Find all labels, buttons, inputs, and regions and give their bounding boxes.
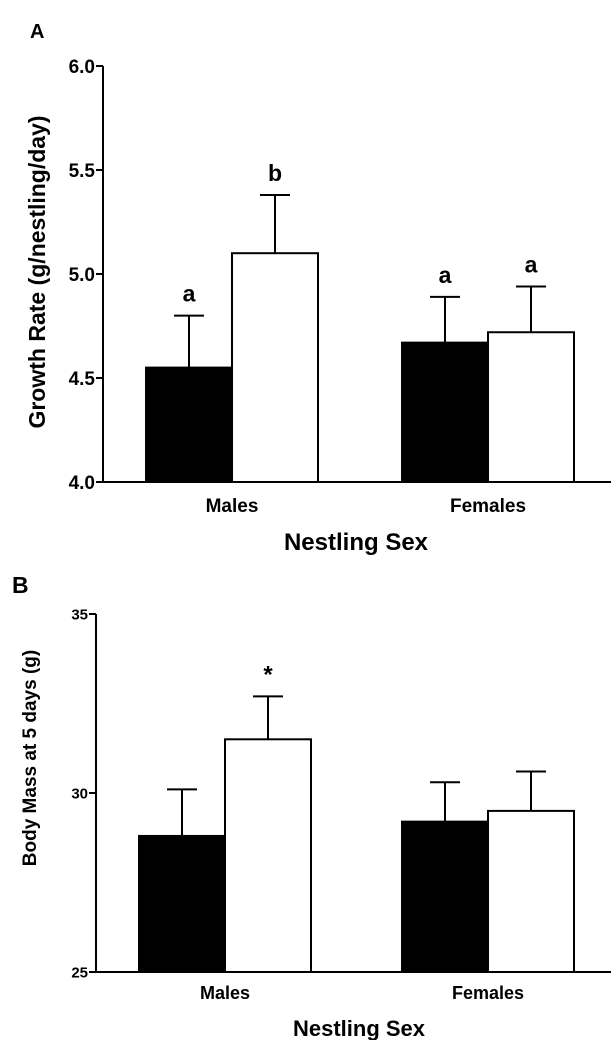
panel-b-y-tick-label-1: 30 — [71, 785, 88, 802]
panel-b-bar-2-females — [487, 809, 575, 974]
panel-a-y-tick-label-0: 4.0 — [69, 473, 95, 494]
panel-a-label: A — [30, 21, 44, 43]
panel-a-y-tick-label-3: 5.5 — [69, 161, 96, 182]
panel-a-y-tick-label-4: 6.0 — [69, 57, 95, 78]
panel-a-plot: a b Males a a Females 4.0 4.5 5.0 5.5 6.0 — [69, 57, 611, 517]
panel-a-annotation-1-females: a — [439, 262, 452, 288]
panel-a-category-label-females: Females — [450, 496, 526, 517]
panel-a-x-axis-label: Nestling Sex — [284, 529, 429, 556]
panel-a-y-tick-label-1: 4.5 — [69, 369, 96, 390]
panel-a-bar-2-females — [487, 331, 575, 483]
panel-b-bar-2-males — [224, 738, 312, 973]
panel-b-bar-1-males — [138, 834, 226, 974]
panel-a-y-axis-label: Growth Rate (g/nestling/day) — [24, 115, 50, 428]
panel-b-annotation-2-males: * — [263, 661, 273, 688]
panel-b-y-axis-label: Body Mass at 5 days (g) — [20, 650, 41, 866]
panel-a-bar-1-females — [401, 341, 489, 484]
panel-a-y-tick-label-2: 5.0 — [69, 265, 95, 286]
panel-b-category-label-males: Males — [200, 983, 250, 1003]
panel-a-bar-2-males — [231, 252, 319, 483]
panel-b-bar-1-females — [401, 820, 489, 974]
panel-b-x-axis-label: Nestling Sex — [293, 1016, 426, 1040]
panel-b-category-label-females: Females — [452, 983, 524, 1003]
panel-a-annotation-2-males: b — [268, 160, 282, 186]
panel-b: B Body Mass at 5 days (g) * Males Females 2… — [12, 572, 611, 1040]
panel-a-category-label-males: Males — [206, 496, 259, 517]
panel-b-label: B — [12, 572, 29, 598]
panel-b-y-tick-label-0: 25 — [71, 964, 88, 981]
panel-a-annotation-1-males: a — [183, 281, 196, 307]
panel-a-bar-1-males — [145, 366, 233, 484]
panel-b-plot: * Males Females 25 30 35 — [71, 606, 611, 1003]
panel-b-y-tick-label-2: 35 — [71, 606, 88, 623]
panel-a-annotation-2-females: a — [525, 251, 538, 277]
